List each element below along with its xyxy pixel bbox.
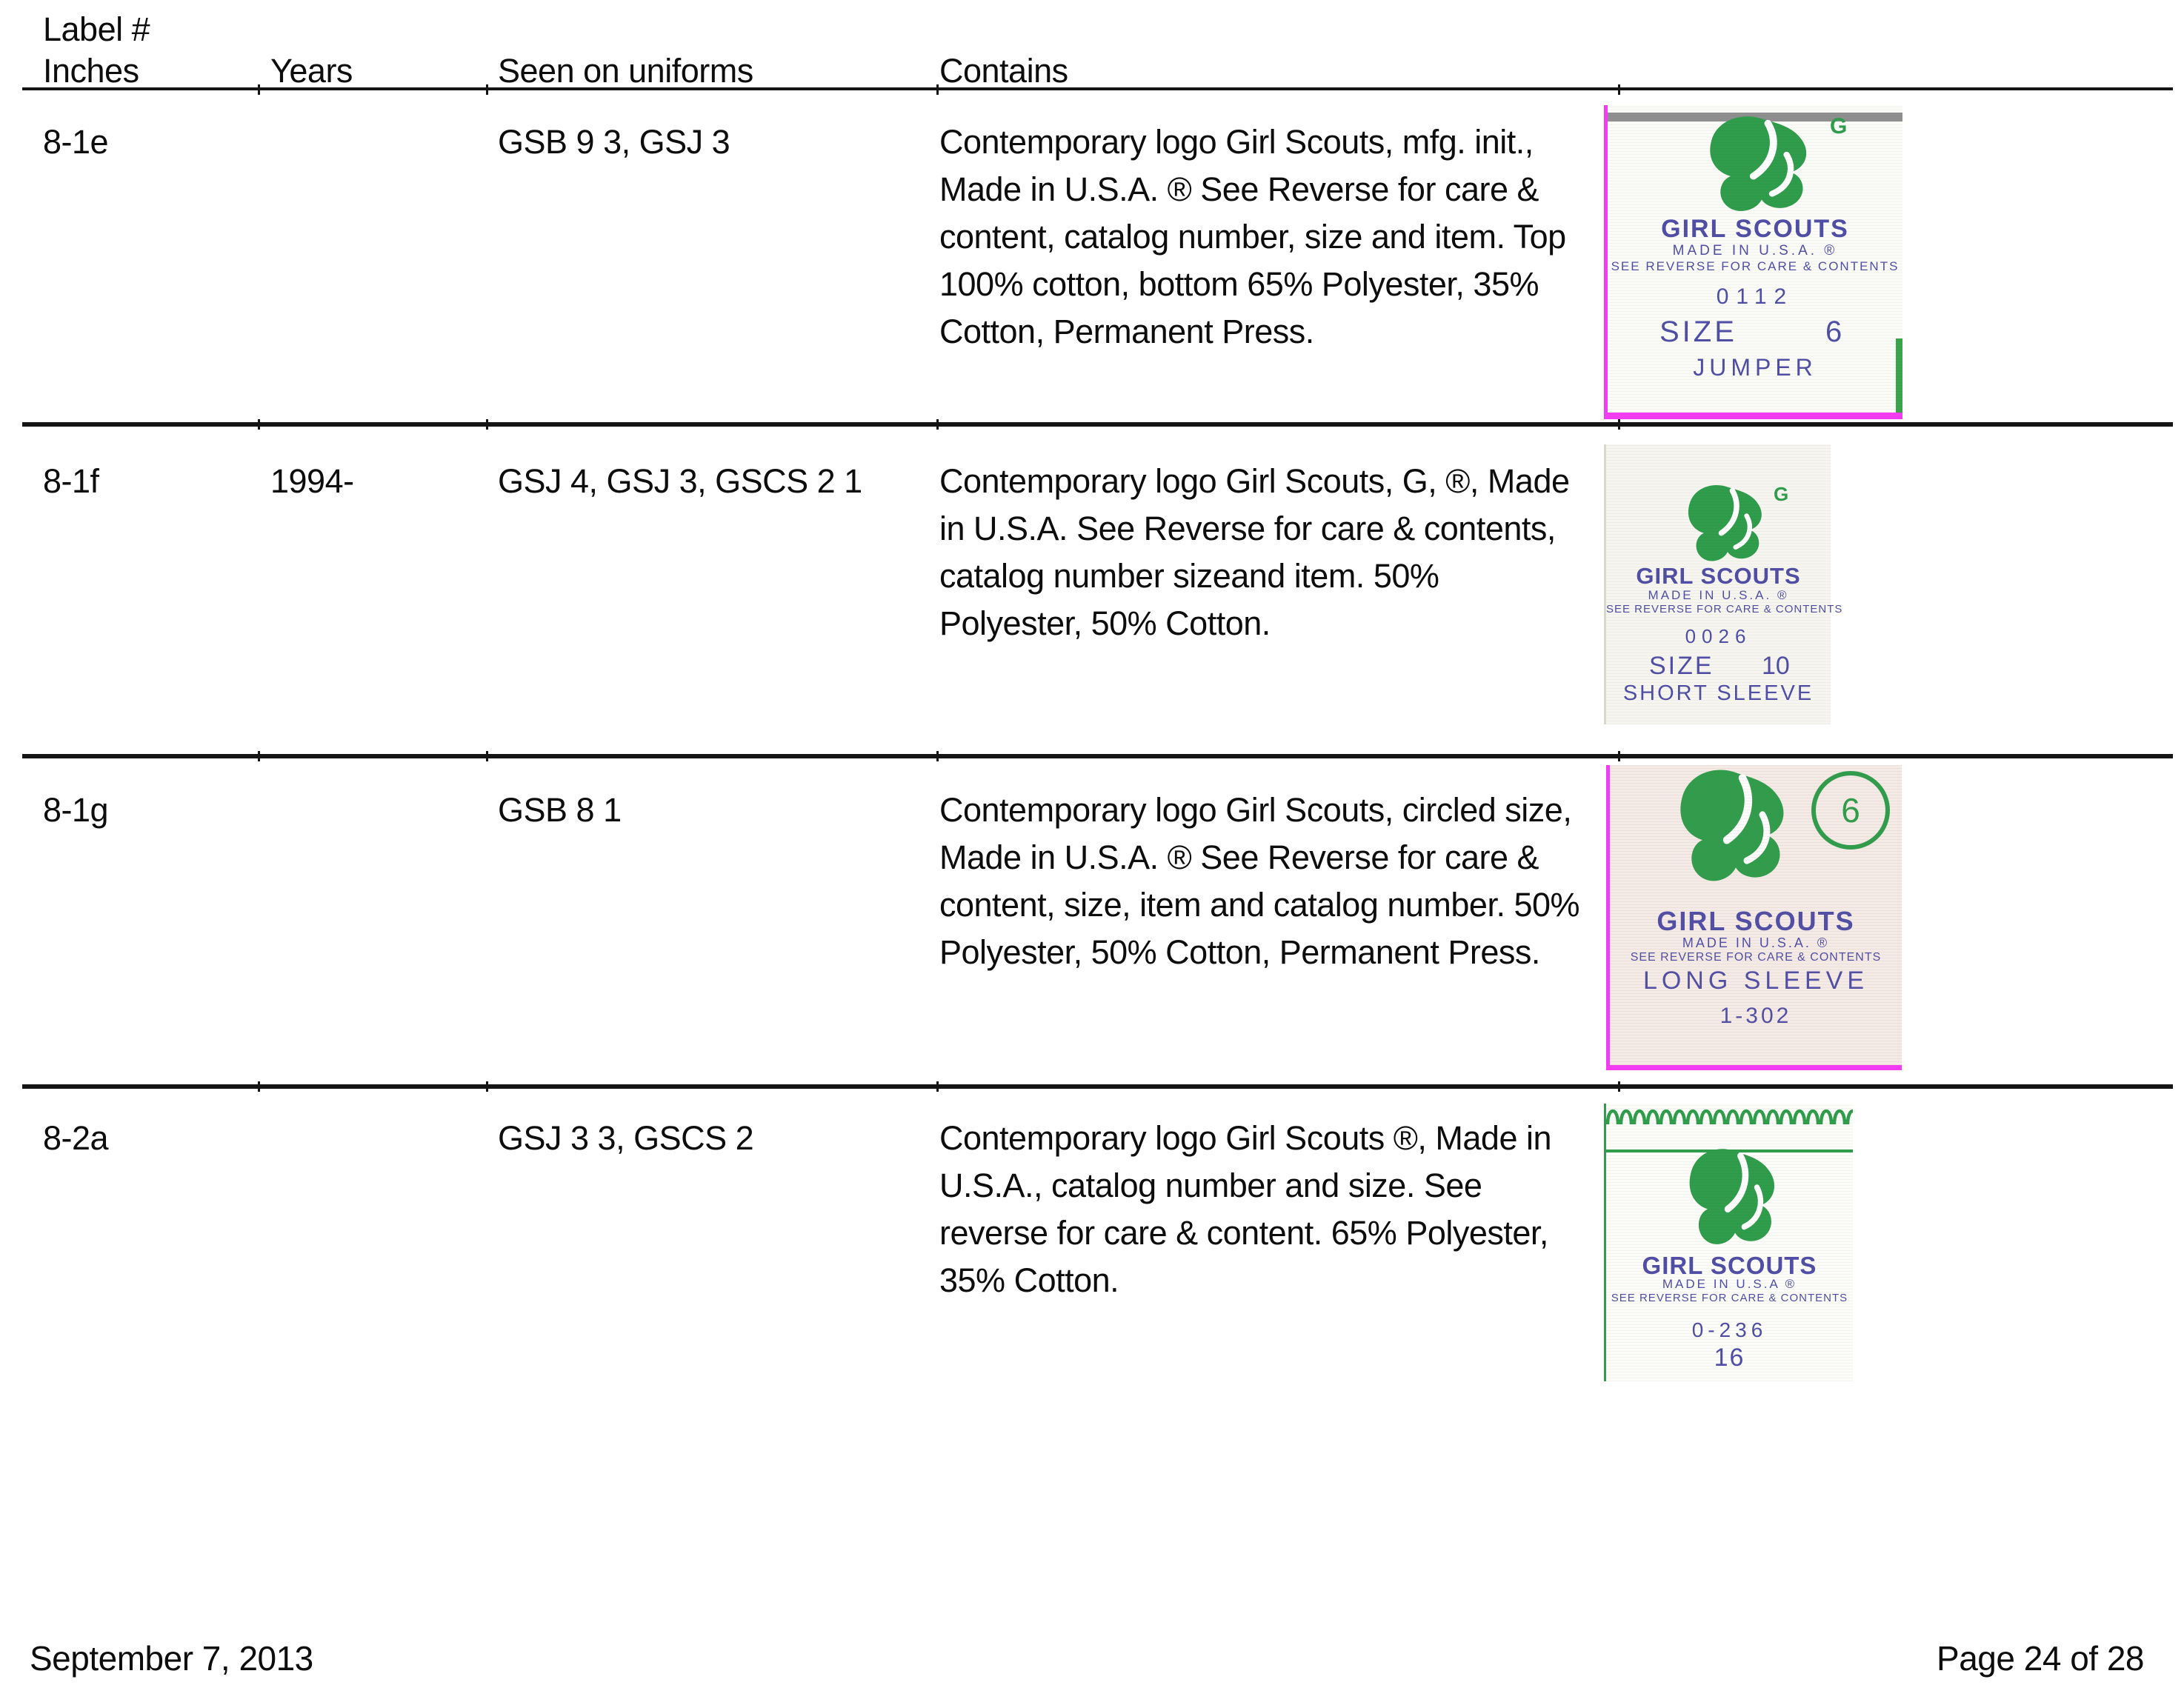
row2-label-number: 8-1f <box>43 462 99 500</box>
tag-origin: MADE IN U.S.A. ® <box>1648 588 1789 602</box>
row3-contains: Contemporary logo Girl Scouts, circled s… <box>939 791 1580 971</box>
girl-scouts-trefoil-icon <box>1699 116 1824 213</box>
row2-seen-on-uniforms: GSJ 4, GSJ 3, GSCS 2 1 <box>498 462 862 500</box>
tag-catalog-number: 0026 <box>1685 625 1752 647</box>
row1-contains: Contemporary logo Girl Scouts, mfg. init… <box>939 123 1566 350</box>
row-divider <box>22 1081 2173 1092</box>
tag-care: SEE REVERSE FOR CARE & CONTENTS <box>1606 603 1843 615</box>
girl-scouts-trefoil-icon <box>1680 1148 1790 1247</box>
row2-years: 1994- <box>270 462 354 500</box>
row-divider <box>22 419 2173 430</box>
tag-top-edge <box>1608 113 1902 121</box>
row1-seen-on-uniforms: GSB 9 3, GSJ 3 <box>498 123 730 161</box>
row-divider <box>22 751 2173 761</box>
girl-scouts-trefoil-icon <box>1680 484 1775 563</box>
tag-green-selvage <box>1896 338 1902 413</box>
tag-origin: MADE IN U.S.A. ® <box>1682 935 1830 950</box>
tag-origin: MADE IN U.S.A. ® <box>1672 243 1838 258</box>
tag-care: SEE REVERSE FOR CARE & CONTENTS <box>1630 951 1882 964</box>
stitching-icon <box>1606 1104 1853 1126</box>
header-divider <box>22 84 2173 95</box>
row3-seen-on-uniforms: GSB 8 1 <box>498 791 622 829</box>
footer-page-number: Page 24 of 28 <box>1937 1639 2144 1678</box>
tag-item-name: JUMPER <box>1693 354 1817 381</box>
tag-catalog-number: 0-236 <box>1691 1318 1768 1341</box>
header-label-number-line1: Label # <box>43 10 150 48</box>
tag-care: SEE REVERSE FOR CARE & CONTENTS <box>1611 1292 1848 1304</box>
tag-size-value: 10 <box>1762 652 1790 680</box>
tag-brand: GIRL SCOUTS <box>1657 906 1855 936</box>
row2-contains: Contemporary logo Girl Scouts, G, ®, Mad… <box>939 462 1570 642</box>
tag-scan-jumper: G GIRL SCOUTS MADE IN U.S.A. ® SEE REVER… <box>1604 105 1902 419</box>
tag-catalog-number: 1-302 <box>1719 1004 1792 1028</box>
row1-label-number: 8-1e <box>43 123 109 161</box>
circled-size: 6 <box>1811 771 1890 850</box>
header-years: Years <box>270 52 353 90</box>
tag-care: SEE REVERSE FOR CARE & CONTENTS <box>1611 259 1900 273</box>
tag-item-name: SHORT SLEEVE <box>1622 681 1814 705</box>
tag-scan-size-16: GIRL SCOUTS MADE IN U.S.A ® SEE REVERSE … <box>1604 1104 1853 1381</box>
tag-size-word: SIZE <box>1659 316 1737 348</box>
tag-brand: GIRL SCOUTS <box>1642 1252 1817 1279</box>
g-mark: G <box>1830 114 1848 139</box>
tag-catalog-number: 0112 <box>1716 284 1794 309</box>
header-label-number-line2: Inches <box>43 52 139 90</box>
tag-brand: GIRL SCOUTS <box>1636 563 1801 589</box>
tag-origin: MADE IN U.S.A ® <box>1662 1277 1797 1291</box>
tag-scan-short-sleeve: G GIRL SCOUTS MADE IN U.S.A. ® SEE REVER… <box>1604 444 1843 724</box>
g-mark: G <box>1774 483 1789 505</box>
tag-size-value: 6 <box>1825 316 1842 348</box>
row4-seen-on-uniforms: GSJ 3 3, GSCS 2 <box>498 1119 754 1157</box>
tag-scan-long-sleeve: 6 GIRL SCOUTS MADE IN U.S.A. ® SEE REVER… <box>1606 765 1902 1070</box>
footer-date: September 7, 2013 <box>30 1639 313 1678</box>
row3-label-number: 8-1g <box>43 791 109 829</box>
tag-size-value: 16 <box>1714 1344 1745 1372</box>
header-contains: Contains <box>939 52 1068 90</box>
tag-size-word: SIZE <box>1649 652 1714 680</box>
row4-label-number: 8-2a <box>43 1119 109 1157</box>
header-seen-on-uniforms: Seen on uniforms <box>498 52 753 90</box>
row4-contains: Contemporary logo Girl Scouts ®, Made in… <box>939 1119 1552 1299</box>
tag-item-name: LONG SLEEVE <box>1642 967 1869 995</box>
tag-brand: GIRL SCOUTS <box>1661 215 1849 243</box>
girl-scouts-trefoil-icon <box>1669 769 1802 884</box>
